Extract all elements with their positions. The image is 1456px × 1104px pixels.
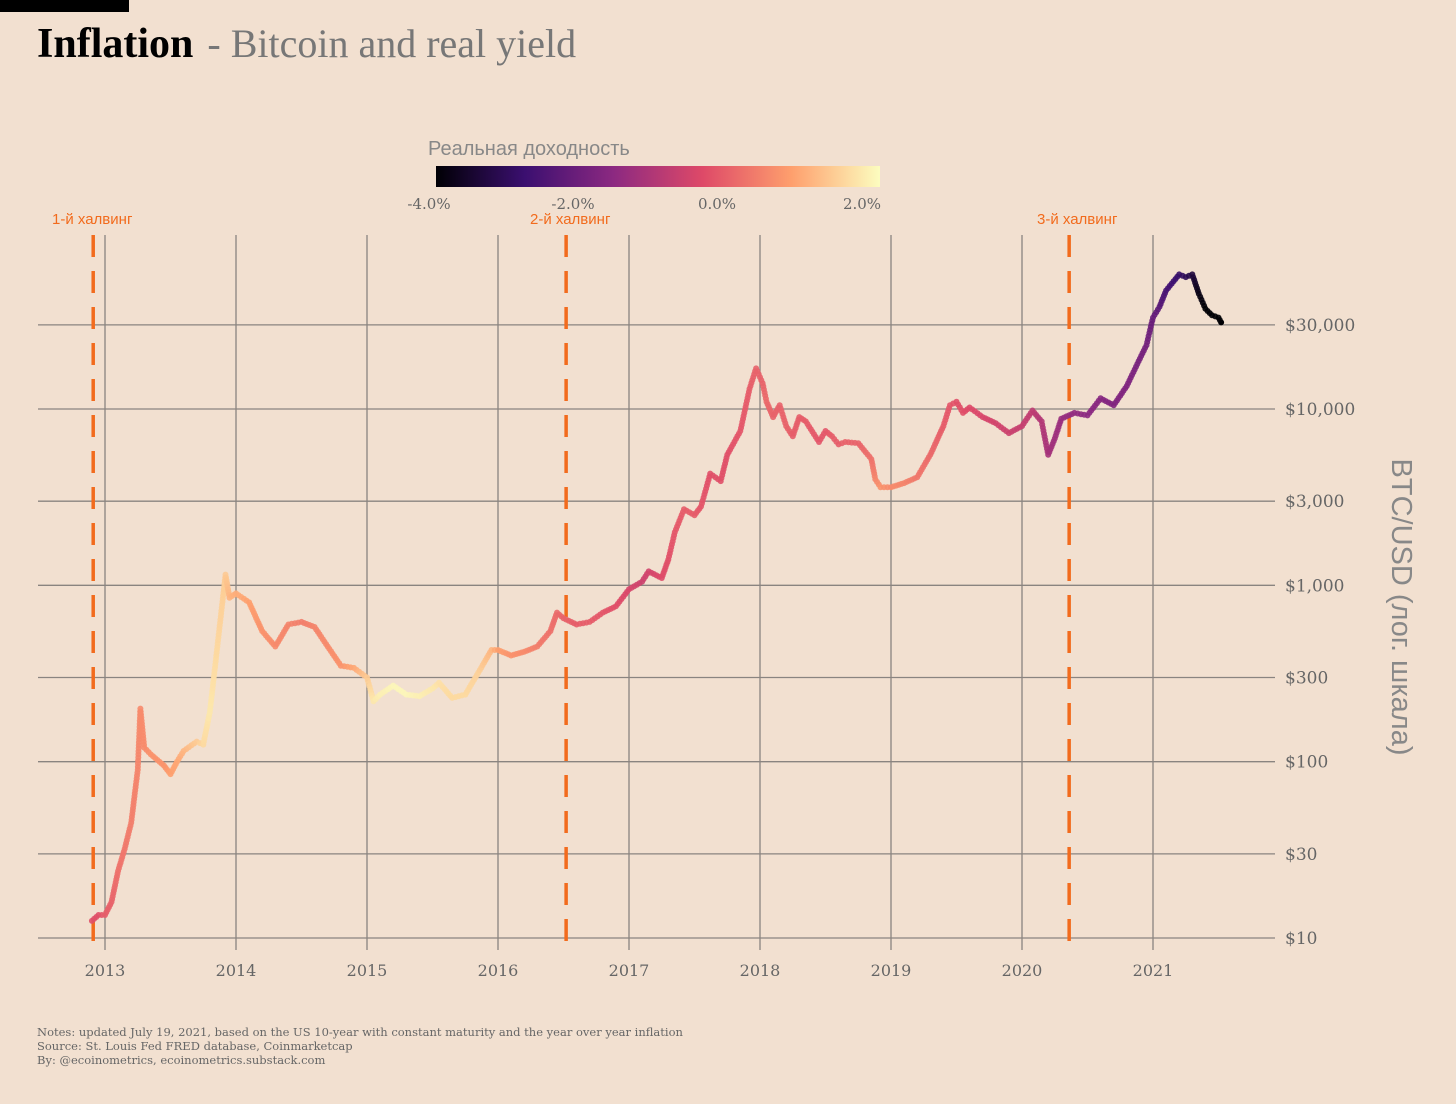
x-tick-label: 2019 [871,961,912,980]
top-accent-bar [0,0,129,12]
notes-block: Notes: updated July 19, 2021, based on t… [37,1025,683,1067]
legend-tick-label: 2.0% [843,195,881,213]
legend-colorbar [436,166,880,187]
halving-label: 3-й халвинг [1037,211,1118,228]
x-tick-label: 2020 [1002,961,1043,980]
x-tick-label: 2015 [347,961,388,980]
x-tick-label: 2013 [85,961,126,980]
x-tick-label: 2017 [609,961,650,980]
halving-label: 2-й халвинг [530,211,611,228]
y-tick-label: $30 [1285,845,1317,865]
note-line: Notes: updated July 19, 2021, based on t… [37,1025,683,1039]
title-subtitle: - Bitcoin and real yield [207,21,577,66]
color-legend: Реальная доходность -4.0% -2.0% 0.0% 2.0% [407,138,881,213]
legend-tick-label: -2.0% [551,195,594,213]
y-tick-label: $300 [1285,669,1328,689]
y-axis-title: BTC/USD (лог. шкала) [1385,459,1417,756]
halving-label: 1-й халвинг [52,211,133,228]
byline: By: @ecoinometrics, ecoinometrics.substa… [37,1053,326,1067]
page-title: Inflation - Bitcoin and real yield [37,20,576,68]
x-tick-label: 2018 [740,961,781,980]
point-layer [88,271,1225,924]
source-line: Source: St. Louis Fed FRED database, Coi… [37,1039,353,1053]
y-tick-label: $30,000 [1285,316,1355,336]
x-tick-label: 2016 [478,961,519,980]
y-tick-label: $3,000 [1285,492,1344,512]
y-tick-label: $1,000 [1285,576,1344,596]
y-tick-label: $100 [1285,753,1328,773]
title-main: Inflation [37,21,194,67]
data-point [1218,319,1225,326]
y-tick-label: $10 [1285,929,1317,949]
x-tick-label: 2014 [216,961,257,980]
legend-tick-label: -4.0% [407,195,450,213]
halving-layer: 1-й халвинг 2-й халвинг 3-й халвинг [52,211,1118,955]
legend-tick-label: 0.0% [698,195,736,213]
axis-layer: 2013 2014 2015 2016 2017 2018 2019 2020 2021 $10 $… [85,316,1417,980]
y-tick-label: $10,000 [1285,400,1355,420]
x-tick-label: 2021 [1133,961,1174,980]
legend-title: Реальная доходность [428,138,630,160]
